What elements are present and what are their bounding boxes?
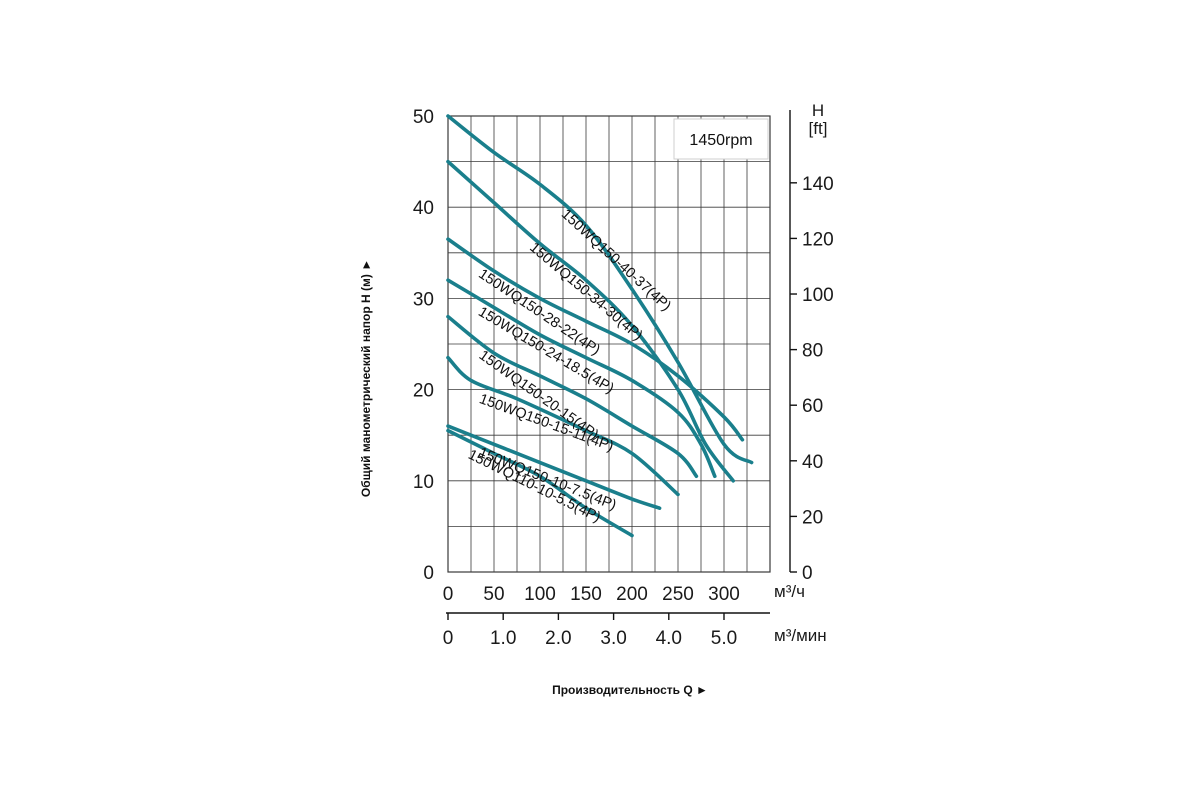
y-right-tick-label: 100 <box>802 285 834 306</box>
x-secondary-unit: м³/мин <box>774 626 827 645</box>
x-secondary-tick-label: 2.0 <box>545 628 571 649</box>
x-primary-tick-label: 50 <box>483 584 504 605</box>
plot-frame <box>447 115 771 573</box>
series-label: 150WQ150-10-7.5(4P) <box>476 445 618 514</box>
series-curve <box>446 278 717 479</box>
series-curve <box>446 424 662 510</box>
y-right-tick-label: 60 <box>802 396 823 417</box>
series-curve <box>446 114 754 465</box>
y-axis-title: Общий манометрический напор H (м) ► <box>359 259 373 497</box>
x-primary-tick-label: 0 <box>443 584 454 605</box>
series-curve <box>446 159 735 483</box>
x-secondary-tick-label: 4.0 <box>656 628 682 649</box>
axes: 0 10 20 30 40 50 0 20 40 60 80 100 120 140 0 50 100 150 20… <box>413 107 834 649</box>
series-curve <box>446 355 680 497</box>
grid <box>447 115 771 573</box>
y-right-tick-label: 40 <box>802 452 823 473</box>
x-secondary-tick-label: 1.0 <box>490 628 516 649</box>
x-secondary-tick-label: 0 <box>443 628 454 649</box>
x-primary-tick-label: 100 <box>524 584 556 605</box>
x-secondary-tick-label: 5.0 <box>711 628 737 649</box>
y-right-tick-label: 140 <box>802 174 834 195</box>
y-left-tick-label: 30 <box>413 289 434 310</box>
x-secondary-tick-label: 3.0 <box>600 628 626 649</box>
y-left-tick-label: 40 <box>413 198 434 219</box>
x-primary-tick-label: 200 <box>616 584 648 605</box>
y-left-tick-label: 20 <box>413 381 434 402</box>
y-right-tick-label: 120 <box>802 229 834 250</box>
right-axis-unit-ft: [ft] <box>809 119 828 138</box>
x-primary-tick-label: 250 <box>662 584 694 605</box>
series-curves <box>446 114 754 538</box>
x-primary-unit: м³/ч <box>774 582 805 601</box>
x-axis-title: Производительность Q ► <box>552 683 708 697</box>
series-labels: 150WQ150-40-37(4P)150WQ150-34-30(4P)150W… <box>465 206 674 526</box>
rpm-annotation: 1450rpm <box>673 118 769 160</box>
y-right-tick-label: 20 <box>802 507 823 528</box>
right-axis-title: H [ft] <box>809 101 828 138</box>
series-curve <box>446 314 699 479</box>
rpm-annotation-box <box>673 118 769 160</box>
right-axis-unit-h: H <box>812 101 824 120</box>
y-right-tick-label: 80 <box>802 341 823 362</box>
y-right-tick-label: 0 <box>802 563 813 584</box>
rpm-annotation-text: 1450rpm <box>689 132 752 149</box>
series-curve <box>446 237 745 442</box>
x-primary-tick-label: 150 <box>570 584 602 605</box>
x-primary-tick-label: 300 <box>708 584 740 605</box>
y-left-tick-label: 50 <box>413 107 434 128</box>
y-left-tick-label: 10 <box>413 472 434 493</box>
y-left-tick-label: 0 <box>423 563 434 584</box>
series-curve <box>446 428 634 538</box>
